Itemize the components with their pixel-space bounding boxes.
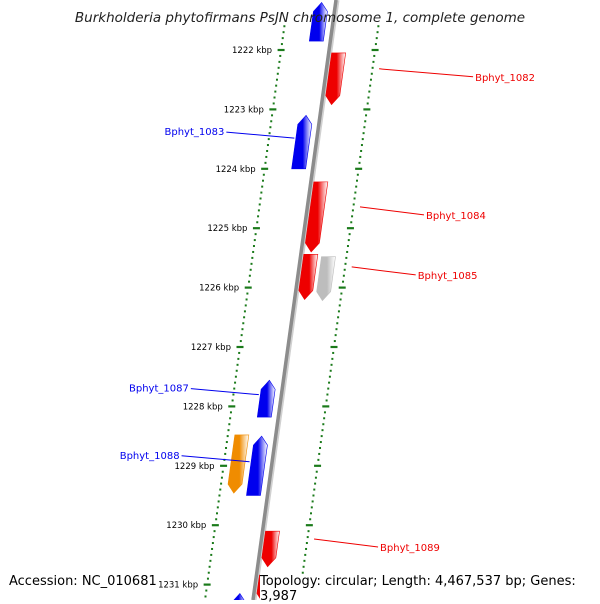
scale-label: 1222 kbp: [232, 46, 272, 56]
chromosome-backbone: [251, 0, 340, 600]
gene-bphyt_1083: [291, 114, 313, 170]
gene-bphyt_1085: [298, 254, 319, 300]
topology-text: Topology: circular; Length: 4,467,537 bp…: [260, 574, 600, 604]
gene-bphyt_1082: [325, 52, 347, 106]
label-leader: [226, 131, 295, 139]
gene-label: Bphyt_1087: [129, 384, 189, 395]
gene-label: Bphyt_1084: [426, 211, 486, 222]
label-leader: [190, 388, 259, 396]
scale-label: 1224 kbp: [216, 165, 256, 175]
backbone-line: [251, 0, 338, 600]
gene-bphyt_1084: [305, 181, 329, 253]
gene-label: Bphyt_1083: [165, 127, 225, 138]
gene-bphyt_1088: [246, 435, 268, 496]
gene-feature: [308, 1, 328, 42]
label-leader: [351, 266, 416, 276]
scale-label: 1226 kbp: [199, 284, 239, 294]
gene-bphyt_1089: [261, 530, 280, 568]
label-leader: [313, 538, 379, 548]
gene-feature: [233, 593, 245, 600]
outer-tick-ring: [297, 25, 380, 598]
scale-label: 1231 kbp: [158, 581, 198, 591]
label-leader: [379, 68, 474, 78]
scale-labels: 1222 kbp 1223 kbp 1224 kbp 1225 kbp 1226 kbp…: [158, 46, 272, 591]
label-leader: [181, 455, 250, 463]
gene-feature: [227, 434, 250, 494]
gene-label: Bphyt_1082: [475, 73, 535, 84]
scale-label: 1229 kbp: [175, 462, 215, 472]
accession-text: Accession: NC_010681: [9, 574, 157, 589]
gene-label: Bphyt_1088: [120, 451, 180, 462]
gene-label: Bphyt_1089: [380, 543, 440, 554]
scale-label: 1223 kbp: [224, 105, 264, 115]
gene-bphyt_1087: [256, 379, 276, 418]
scale-label: 1227 kbp: [191, 343, 231, 353]
inner-tick-ring: [203, 25, 286, 598]
scale-label: 1230 kbp: [166, 521, 206, 531]
scale-label: 1225 kbp: [207, 224, 247, 234]
scale-label: 1228 kbp: [183, 402, 223, 412]
gene-feature: [316, 256, 336, 302]
gene-labels: Bphyt_1082 Bphyt_1083 Bphyt_1084 Bphyt_1085…: [120, 68, 535, 554]
gene-track: [227, 1, 347, 600]
label-leader: [359, 206, 425, 216]
gene-label: Bphyt_1085: [418, 271, 478, 282]
map-title: Burkholderia phytofirmans PsJN chromosom…: [74, 10, 526, 26]
